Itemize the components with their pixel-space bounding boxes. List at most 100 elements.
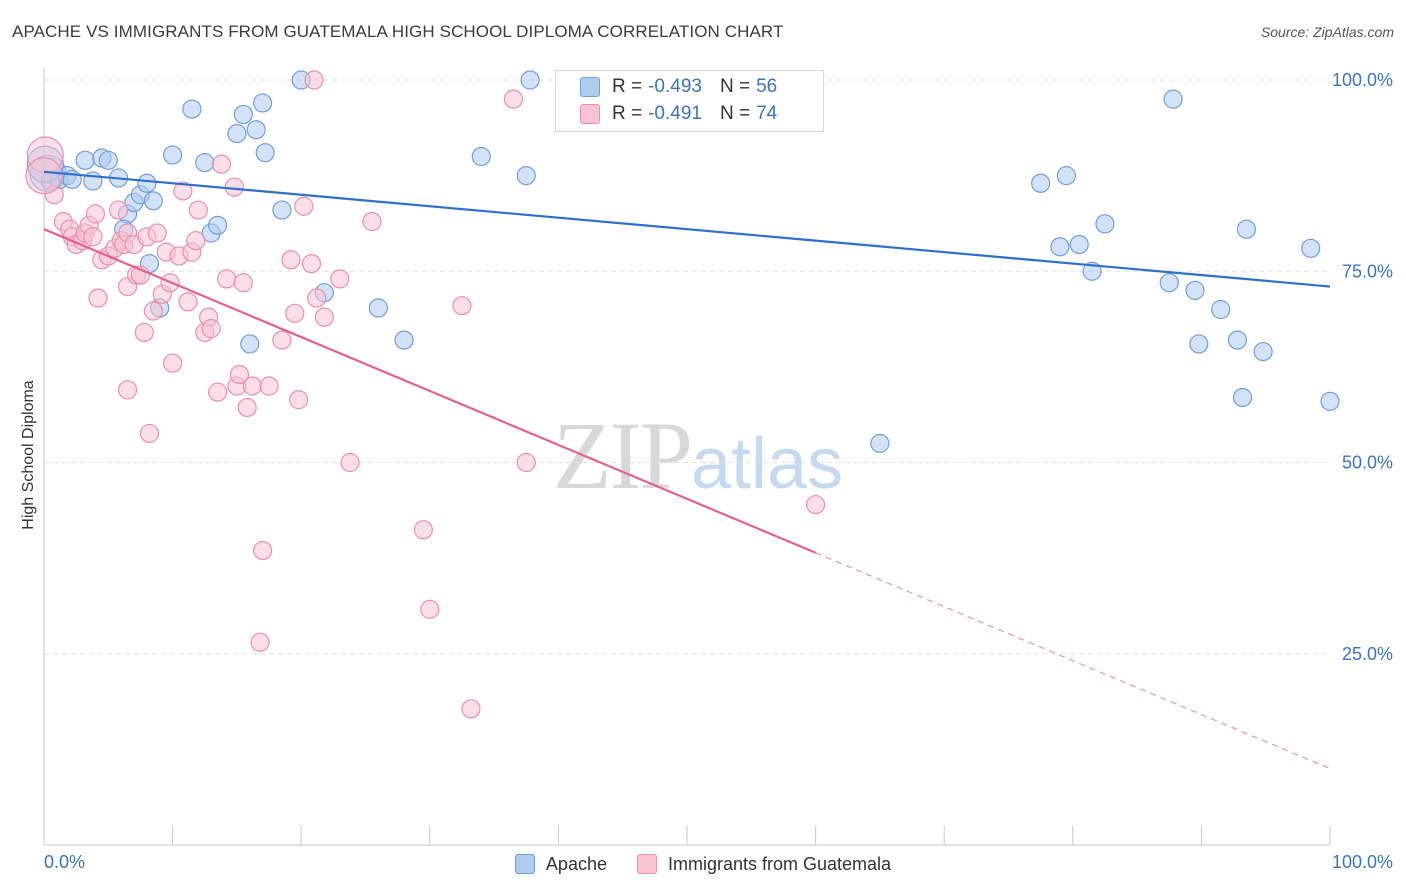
apache-point	[471, 146, 491, 167]
apache-point	[1189, 334, 1209, 354]
apache-point	[1163, 89, 1183, 109]
guatemala-point	[208, 382, 228, 402]
stats-legend: R = -0.493 N = 56 R = -0.491 N = 74	[555, 70, 824, 132]
apache-swatch	[580, 77, 600, 97]
guatemala-point	[259, 376, 279, 396]
apache-point	[182, 99, 202, 119]
apache-point	[1253, 341, 1273, 362]
legend-row-guatemala: R = -0.491 N = 74	[580, 102, 777, 126]
apache-legend-label: Apache	[545, 853, 607, 874]
guatemala-point	[186, 231, 206, 251]
guatemala-point	[143, 301, 163, 321]
apache-point	[75, 150, 95, 170]
guatemala-point	[294, 196, 314, 216]
apache-point	[394, 330, 414, 350]
guatemala-point	[272, 330, 292, 350]
y-tick-label: 75.0%	[1342, 261, 1393, 281]
guatemala-point	[88, 288, 108, 308]
guatemala-n-value: 74	[756, 103, 778, 124]
guatemala-swatch	[580, 104, 600, 124]
chart-title: APACHE VS IMMIGRANTS FROM GUATEMALA HIGH…	[12, 22, 784, 41]
apache-point	[1301, 238, 1321, 258]
guatemala-point	[362, 211, 382, 232]
guatemala-point	[340, 452, 360, 473]
guatemala-point	[452, 296, 472, 316]
apache-point	[240, 334, 260, 354]
apache-legend-swatch	[514, 854, 535, 874]
apache-n-label: N =	[719, 76, 751, 97]
guatemala-point	[201, 319, 221, 339]
guatemala-legend-swatch	[636, 854, 657, 874]
apache-point	[227, 123, 247, 144]
guatemala-trend-line	[43, 228, 817, 554]
guatemala-point	[242, 376, 262, 396]
apache-trend-line	[43, 170, 1331, 288]
apache-point	[98, 150, 118, 170]
guatemala-point	[134, 322, 154, 343]
guatemala-point	[147, 223, 167, 243]
source-credit: Source: ZipAtlas.com	[1260, 24, 1394, 40]
apache-point	[1320, 391, 1340, 411]
guatemala-point	[173, 181, 193, 201]
guatemala-point	[117, 380, 138, 400]
apache-point	[870, 433, 890, 453]
guatemala-r-label: R =	[612, 103, 643, 124]
guatemala-point	[25, 157, 63, 195]
apache-point	[163, 145, 183, 165]
guatemala-point	[516, 452, 536, 473]
legend-row-apache: R = -0.493 N = 56	[580, 75, 777, 99]
guatemala-point	[281, 250, 301, 270]
guatemala-point	[330, 269, 350, 289]
apache-n-value: 56	[756, 76, 778, 97]
guatemala-point	[420, 599, 440, 619]
apache-point	[1159, 273, 1179, 293]
guatemala-point	[139, 423, 160, 444]
legend-item-guatemala[interactable]: Immigrants from Guatemala	[636, 854, 891, 875]
guatemala-point	[83, 227, 103, 247]
apache-r-label: R =	[612, 76, 643, 97]
apache-point	[255, 143, 275, 163]
guatemala-point	[289, 390, 309, 410]
series-legend: Apache Immigrants from Guatemala	[0, 852, 1406, 876]
guatemala-point	[314, 307, 334, 327]
guatemala-point	[237, 397, 257, 418]
apache-point	[516, 166, 536, 186]
guatemala-point	[307, 288, 327, 308]
guatemala-point	[805, 494, 826, 515]
apache-r-value: -0.493	[648, 76, 702, 97]
y-tick-label: 100.0%	[1332, 70, 1393, 90]
guatemala-point	[250, 632, 270, 652]
guatemala-point	[229, 364, 250, 385]
apache-point	[1050, 237, 1070, 257]
apache-point	[1236, 219, 1257, 239]
apache-point	[137, 173, 157, 193]
guatemala-r-value: -0.491	[648, 103, 702, 124]
guatemala-point	[503, 89, 523, 109]
guatemala-point	[233, 273, 253, 293]
y-tick-label: 50.0%	[1342, 453, 1393, 473]
guatemala-point	[304, 70, 324, 90]
legend-item-apache[interactable]: Apache	[514, 853, 607, 875]
watermark-atlas: atlas	[691, 424, 844, 504]
guatemala-point	[108, 200, 129, 220]
guatemala-point	[224, 177, 244, 197]
apache-point	[368, 298, 388, 318]
apache-point	[195, 153, 215, 173]
guatemala-point	[217, 269, 237, 289]
guatemala-point	[301, 254, 322, 274]
apache-point	[143, 191, 163, 211]
apache-point	[520, 70, 540, 90]
guatemala-point	[211, 154, 232, 174]
apache-point	[233, 104, 253, 125]
x-tick-label-max: 100.0%	[1332, 852, 1393, 872]
x-tick-label-min: 0.0%	[44, 852, 85, 872]
apache-point	[272, 200, 292, 220]
guatemala-point	[85, 204, 106, 224]
apache-point	[1031, 173, 1051, 193]
guatemala-point	[188, 200, 208, 220]
y-tick-label: 25.0%	[1342, 644, 1393, 664]
apache-point	[1211, 299, 1231, 320]
apache-point	[253, 93, 273, 113]
apache-point	[208, 215, 228, 235]
